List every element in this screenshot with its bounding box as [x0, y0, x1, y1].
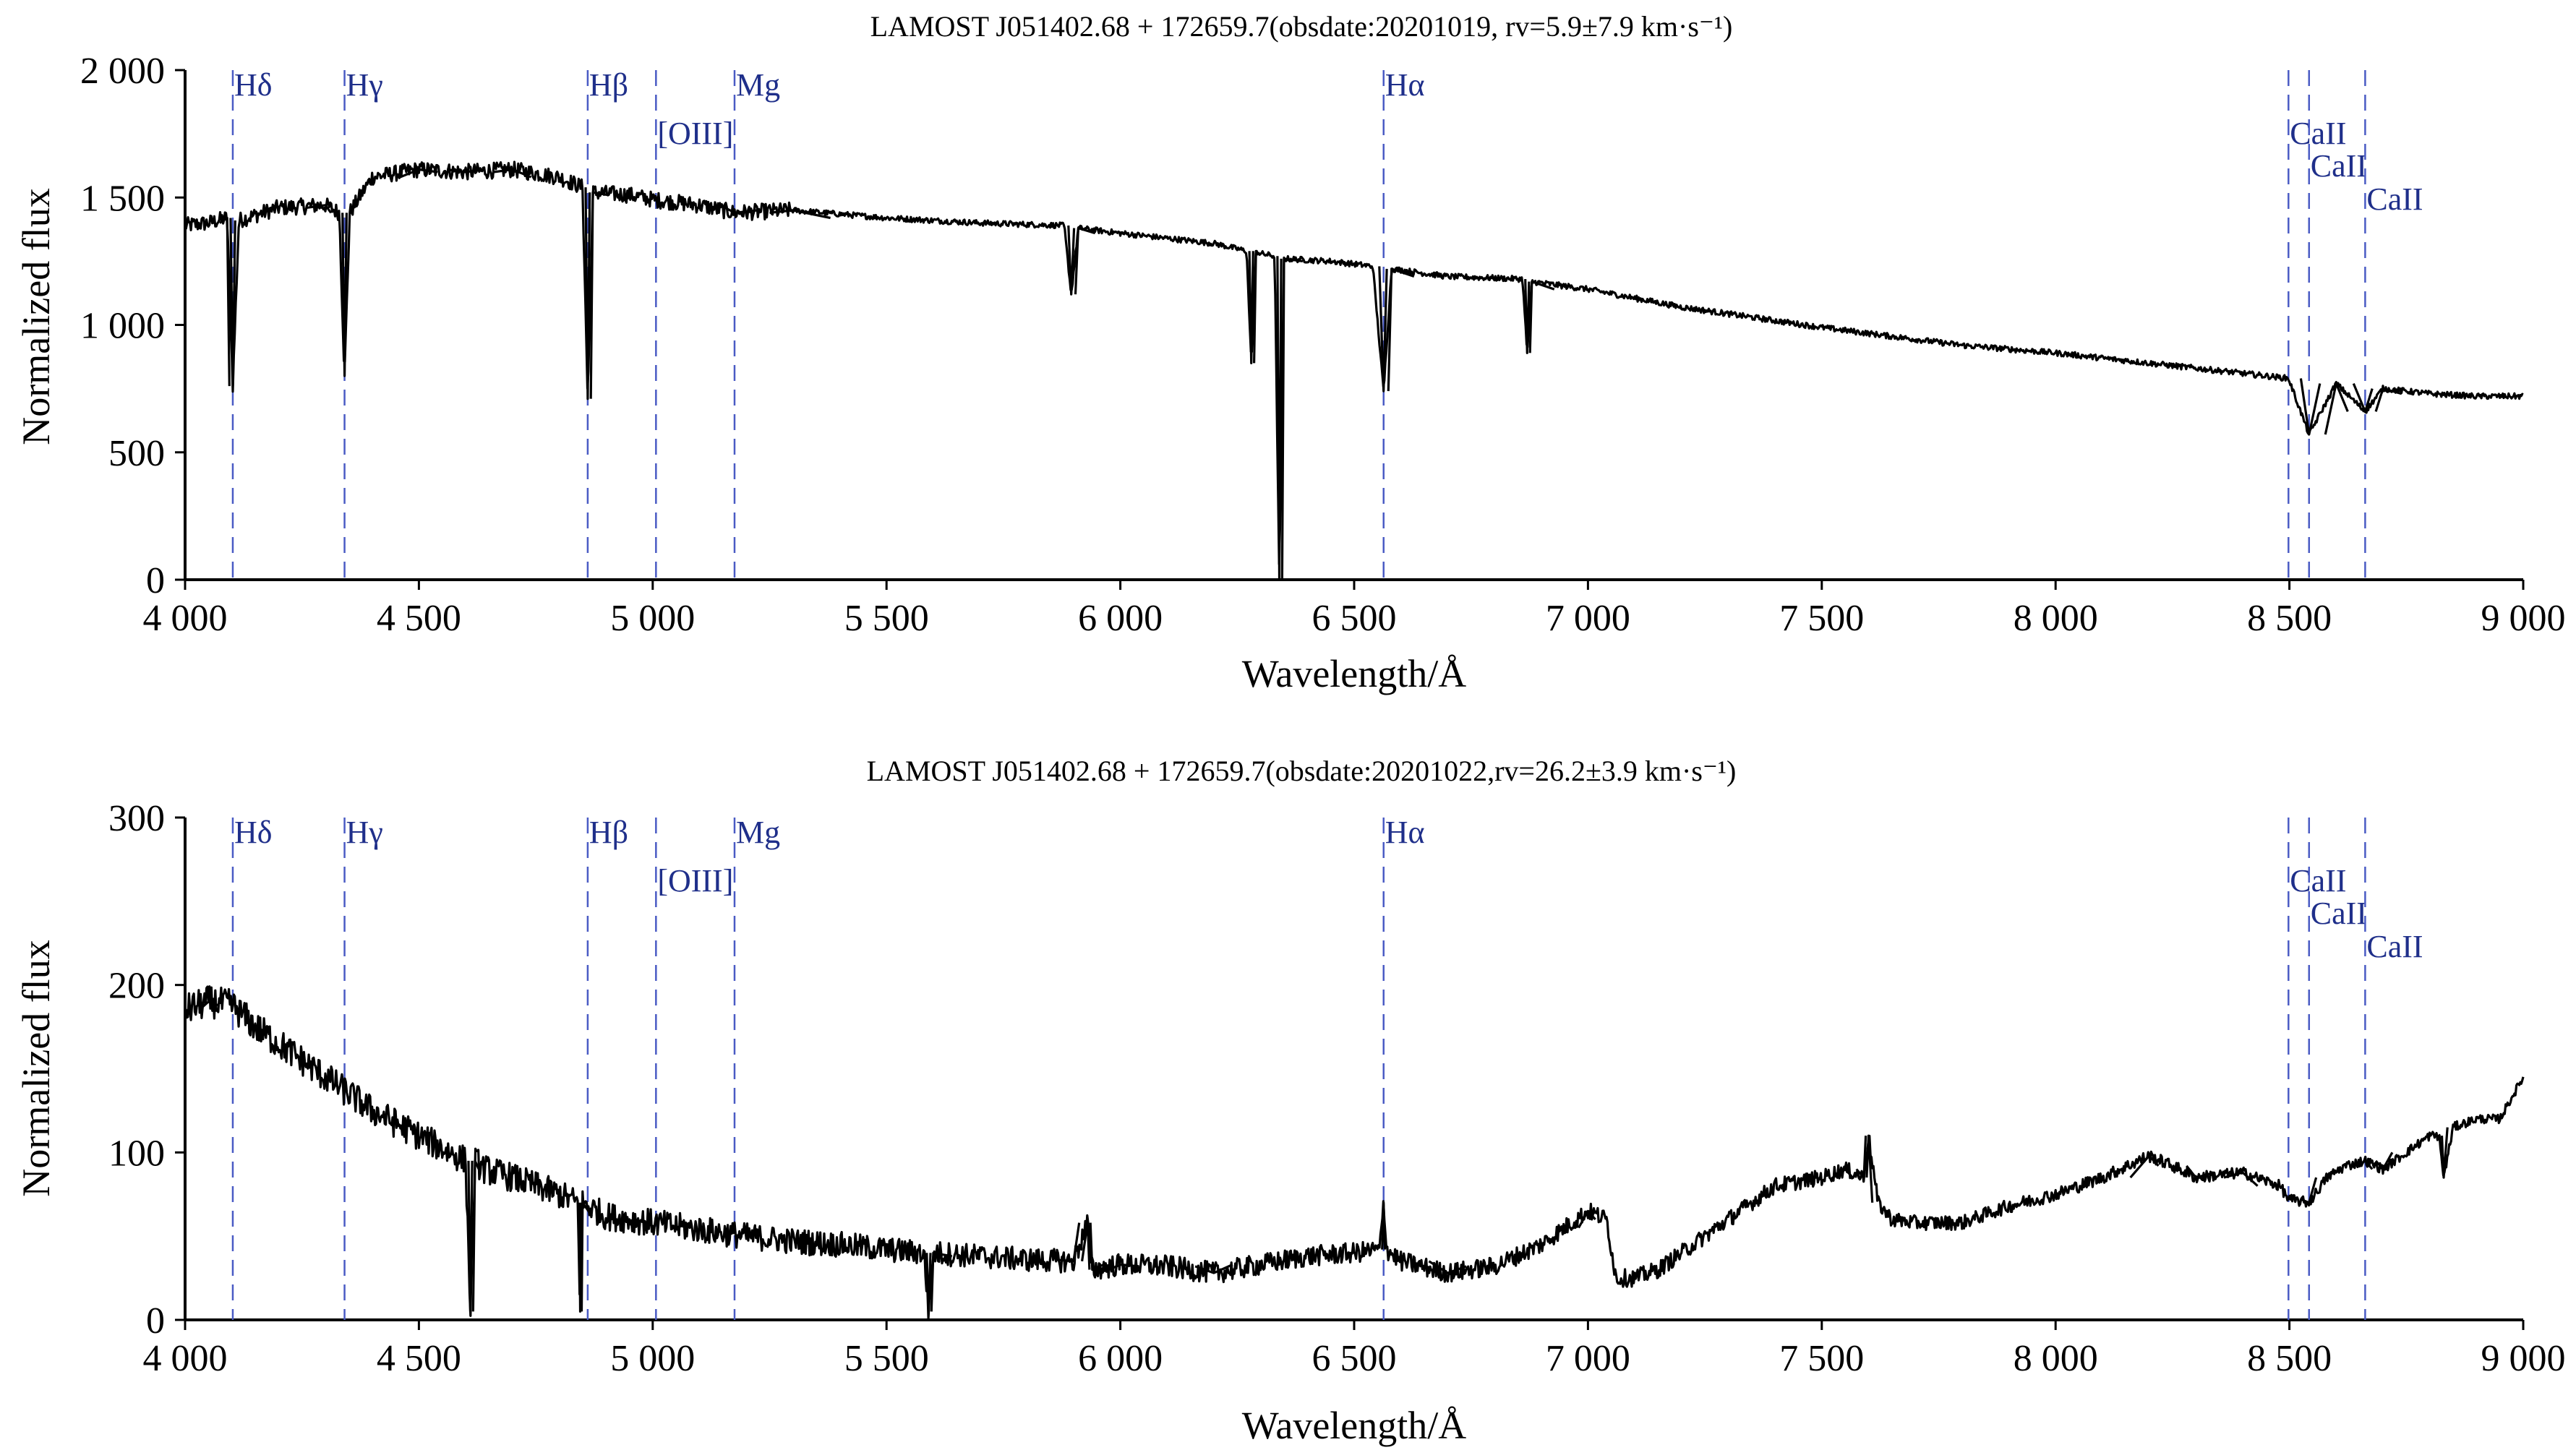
y-tick-label-2: 300	[108, 798, 165, 839]
y-axis-label-2: Normalized flux	[14, 940, 58, 1196]
x-tick-label-2: 4 000	[143, 1338, 228, 1379]
x-axis-label-2: Wavelength/Å	[1242, 1404, 1467, 1447]
line-marker-label-1: [OIII]	[657, 116, 733, 151]
x-tick-label-1: 7 000	[1546, 598, 1630, 639]
spectrum-line-2	[184, 985, 2525, 1320]
line-marker-label-1: Hα	[1385, 67, 1425, 103]
x-tick-label-1: 5 000	[610, 598, 695, 639]
line-marker-label-2: CaII	[2366, 929, 2423, 964]
x-tick-label-2: 6 000	[1078, 1338, 1163, 1379]
line-marker-label-2: Mg	[736, 815, 780, 850]
chart-title-2: LAMOST J051402.68 + 172659.7(obsdate:202…	[867, 755, 1737, 787]
x-tick-label-1: 5 500	[844, 598, 929, 639]
line-marker-label-1: Hδ	[234, 67, 273, 103]
x-tick-label-1: 9 000	[2481, 598, 2566, 639]
x-tick-label-1: 4 000	[143, 598, 228, 639]
x-tick-label-1: 6 500	[1312, 598, 1397, 639]
x-axis-label-1: Wavelength/Å	[1242, 652, 1467, 695]
spectral-features-2	[198, 1000, 2449, 1313]
y-tick-label-1: 0	[146, 560, 165, 601]
line-marker-label-1: CaII	[2311, 148, 2367, 184]
y-tick-label-1: 500	[108, 433, 165, 474]
x-tick-label-2: 6 500	[1312, 1338, 1397, 1379]
y-tick-label-2: 0	[146, 1300, 165, 1342]
line-marker-label-2: [OIII]	[657, 863, 733, 898]
x-tick-label-2: 9 000	[2481, 1338, 2566, 1379]
series-2	[184, 985, 2525, 1320]
x-tick-label-2: 5 500	[844, 1338, 929, 1379]
x-tick-label-2: 8 500	[2247, 1338, 2332, 1379]
y-tick-label-1: 2 000	[80, 51, 165, 92]
line-marker-label-1: Hγ	[346, 67, 383, 103]
series-1	[184, 160, 2524, 581]
x-tick-label-2: 8 000	[2014, 1338, 2098, 1379]
x-tick-label-2: 7 500	[1779, 1338, 1864, 1379]
x-tick-label-2: 4 500	[377, 1338, 461, 1379]
x-tick-label-1: 8 000	[2014, 598, 2098, 639]
x-tick-label-1: 6 000	[1078, 598, 1163, 639]
x-tick-label-1: 4 500	[377, 598, 461, 639]
x-tick-label-2: 5 000	[610, 1338, 695, 1379]
chart-panel-1: LAMOST J051402.68 + 172659.7(obsdate:202…	[14, 10, 2566, 695]
axes-1: 4 000 4 500 5 000 5 500 6 000 6 500 7 000 7 500…	[80, 51, 2566, 639]
y-tick-label-1: 1 000	[80, 306, 165, 347]
line-marker-label-1: Hβ	[589, 67, 628, 103]
line-marker-label-2: Hδ	[234, 815, 273, 850]
x-tick-label-2: 7 000	[1546, 1338, 1630, 1379]
line-marker-label-2: Hα	[1385, 815, 1425, 850]
y-axis-label-1: Normalized flux	[14, 188, 58, 445]
x-tick-label-1: 8 500	[2247, 598, 2332, 639]
y-tick-label-2: 200	[108, 966, 165, 1007]
line-marker-label-2: CaII	[2290, 863, 2346, 898]
chart-panel-2: LAMOST J051402.68 + 172659.7(obsdate:202…	[14, 755, 2566, 1447]
spectral-features-1	[219, 168, 2402, 581]
line-marker-label-2: Hβ	[589, 815, 628, 850]
line-marker-label-2: CaII	[2311, 896, 2367, 931]
line-marker-label-1: CaII	[2366, 181, 2423, 217]
y-tick-label-1: 1 500	[80, 178, 165, 219]
line-marker-label-2: Hγ	[346, 815, 383, 850]
spectrum-line-1	[184, 160, 2524, 565]
line-marker-label-1: Mg	[736, 67, 780, 103]
x-tick-label-1: 7 500	[1779, 598, 1864, 639]
line-marker-label-1: CaII	[2290, 116, 2346, 151]
axes-2: 4 000 4 500 5 000 5 500 6 000 6 500 7 000 7 500…	[108, 798, 2566, 1379]
y-tick-label-2: 100	[108, 1133, 165, 1174]
chart-title-1: LAMOST J051402.68 + 172659.7(obsdate:202…	[870, 10, 1733, 43]
